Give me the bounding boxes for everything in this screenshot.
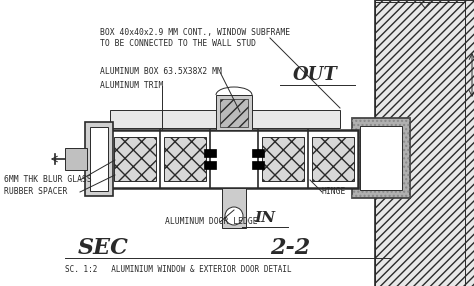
Bar (210, 149, 216, 157)
Bar (204, 161, 210, 169)
Bar (220, 99, 248, 127)
Bar (210, 161, 216, 169)
Text: TO BE CONNECTED TO THE WALL STUD: TO BE CONNECTED TO THE WALL STUD (100, 39, 256, 49)
Text: SEC: SEC (78, 237, 129, 259)
Text: ALUMINUM TRIM: ALUMINUM TRIM (100, 82, 164, 90)
Bar (352, 118, 410, 198)
Bar (65, 148, 87, 170)
Bar (164, 137, 206, 181)
Bar (352, 118, 410, 198)
Bar (258, 149, 264, 157)
Text: BOX 40x40x2.9 MM CONT., WINDOW SUBFRAME: BOX 40x40x2.9 MM CONT., WINDOW SUBFRAME (100, 27, 290, 37)
Circle shape (225, 207, 243, 225)
Bar (262, 137, 304, 181)
Text: IN: IN (255, 211, 275, 225)
Text: ALUMINUM DOOR LEDGE: ALUMINUM DOOR LEDGE (165, 217, 258, 227)
Bar (204, 149, 210, 157)
Bar (85, 122, 113, 196)
Text: ALUMINUM BOX 63.5X38X2 MM: ALUMINUM BOX 63.5X38X2 MM (100, 67, 222, 76)
Bar (252, 149, 258, 157)
Bar (375, 0, 474, 286)
Bar (360, 126, 402, 190)
Bar (252, 161, 258, 169)
Bar (216, 95, 252, 130)
Bar (222, 188, 246, 228)
Text: 2-2: 2-2 (270, 237, 310, 259)
Bar (312, 137, 354, 181)
Bar (258, 161, 264, 169)
Text: SC. 1:2   ALUMINIUM WINDOW & EXTERIOR DOOR DETAIL: SC. 1:2 ALUMINIUM WINDOW & EXTERIOR DOOR… (65, 265, 292, 275)
Text: HINGE: HINGE (322, 188, 346, 196)
Bar (110, 130, 358, 188)
Bar (114, 137, 156, 181)
Bar (110, 110, 340, 128)
Text: 6MM THK BLUR GLASS: 6MM THK BLUR GLASS (4, 176, 92, 184)
Bar (90, 127, 108, 191)
Text: OUT: OUT (292, 66, 337, 84)
Text: RUBBER SPACER: RUBBER SPACER (4, 188, 67, 196)
